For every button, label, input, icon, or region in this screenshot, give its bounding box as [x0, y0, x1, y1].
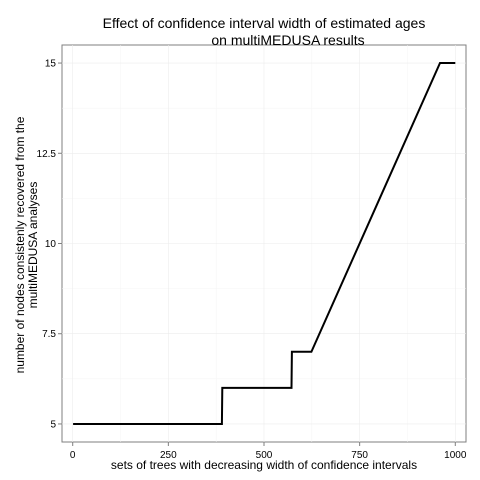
x-tick-label: 750 [351, 450, 368, 461]
chart-title-line-1: Effect of confidence interval width of e… [103, 15, 426, 31]
y-tick-label: 7.5 [42, 329, 56, 340]
y-tick-label: 12.5 [37, 149, 57, 160]
series-group [73, 62, 456, 425]
y-tick-labels: 5 7.5 10 12.5 15 [37, 59, 57, 431]
x-tick-labels: 0 250 500 750 1000 [70, 450, 467, 461]
x-axis-title: sets of trees with decreasing width of c… [111, 458, 417, 472]
x-tick-label: 250 [160, 450, 177, 461]
axis-ticks [58, 62, 456, 446]
x-tick-label: 1000 [444, 450, 467, 461]
y-tick-label: 15 [45, 59, 57, 70]
y-axis-title-line-2: multiMEDUSA analyses [26, 182, 40, 309]
chart-title-line-2: on multiMEDUSA results [211, 32, 364, 48]
y-axis-title-line-1: number of nodes consistenly recovered fr… [13, 116, 27, 373]
y-axis-title: number of nodes consistenly recovered fr… [13, 116, 40, 373]
x-tick-label: 500 [256, 450, 273, 461]
y-tick-label: 5 [50, 419, 56, 430]
y-tick-label: 10 [45, 239, 57, 250]
series-line [73, 62, 456, 425]
x-tick-label: 0 [70, 450, 76, 461]
